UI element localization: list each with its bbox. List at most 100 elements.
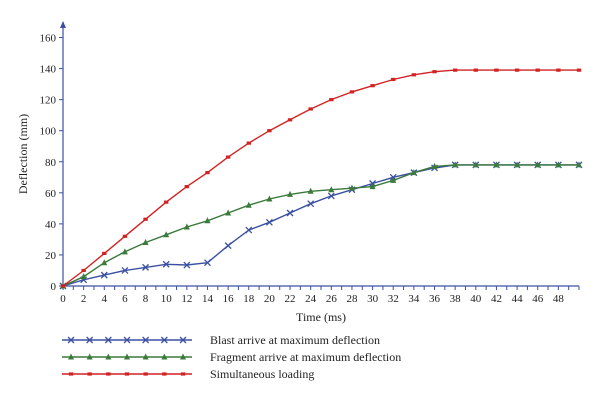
legend-marker: [68, 372, 74, 376]
x-tick-label: 30: [367, 293, 379, 305]
legend-marker: [87, 372, 92, 376]
legend-label: Simultaneous loading: [210, 367, 314, 381]
data-point: [349, 90, 355, 94]
series-1: [60, 161, 582, 289]
data-point: [162, 260, 170, 268]
legend: Blast arrive at maximum deflection Fragme…: [62, 333, 401, 381]
x-tick-label: 46: [532, 293, 544, 305]
x-tick-label: 40: [470, 293, 482, 305]
data-point: [328, 186, 335, 193]
y-tick-label: 140: [40, 64, 57, 76]
data-point: [411, 73, 417, 77]
y-tick-label: 40: [45, 219, 57, 231]
series-line: [62, 69, 579, 287]
data-point: [204, 217, 211, 224]
x-tick-label: 42: [491, 293, 502, 305]
x-tick-label: 0: [60, 293, 66, 305]
data-point: [142, 239, 149, 246]
legend-marker: [105, 353, 112, 360]
data-point: [576, 161, 582, 168]
data-point: [348, 184, 355, 191]
data-point: [329, 98, 334, 102]
data-point: [494, 68, 499, 72]
data-point: [81, 268, 86, 273]
x-tick-label: 12: [181, 293, 192, 305]
data-point: [80, 273, 87, 280]
data-point: [245, 201, 252, 208]
data-point: [493, 161, 500, 168]
x-tick-label: 36: [429, 293, 441, 305]
y-tick-label: 0: [51, 281, 57, 293]
data-point: [514, 161, 521, 168]
y-axis-arrow-icon: [60, 21, 66, 28]
x-tick-label: 10: [161, 293, 173, 305]
x-tick-label: 8: [143, 293, 149, 305]
legend-marker: [67, 336, 75, 344]
data-point: [307, 200, 315, 208]
series-line: [62, 164, 579, 287]
data-point: [576, 68, 582, 72]
data-point: [432, 70, 437, 74]
data-point: [534, 161, 541, 168]
data-point: [452, 161, 459, 168]
legend-marker: [106, 372, 111, 376]
x-tick-label: 24: [305, 293, 317, 305]
data-point: [225, 155, 231, 159]
data-point: [267, 129, 272, 133]
data-point: [183, 223, 190, 230]
series-layer: [59, 68, 583, 290]
legend-marker: [68, 353, 74, 360]
x-tick-label: 22: [285, 293, 296, 305]
data-point: [101, 259, 108, 266]
data-point: [514, 68, 520, 72]
legend-label: Fragment arrive at maximum deflection: [210, 350, 401, 364]
data-point: [410, 169, 417, 176]
legend-marker: [180, 372, 186, 376]
legend-label: Blast arrive at maximum deflection: [210, 333, 380, 347]
legend-marker: [161, 353, 168, 360]
data-point: [327, 192, 335, 200]
data-point: [121, 248, 128, 255]
y-axis-title: Deflection (mm): [16, 114, 30, 194]
data-point: [452, 68, 458, 72]
x-tick-label: 38: [450, 293, 462, 305]
x-tick-label: 6: [122, 293, 128, 305]
legend-marker: [104, 336, 112, 344]
data-point: [121, 267, 129, 274]
data-point: [535, 68, 540, 72]
data-point: [472, 161, 479, 168]
data-point: [143, 217, 148, 221]
legend-marker: [124, 372, 130, 376]
data-point: [555, 161, 562, 168]
legend-marker: [142, 336, 150, 344]
legend-marker: [123, 336, 131, 344]
data-point: [246, 141, 251, 145]
x-tick-label: 26: [326, 293, 338, 305]
legend-marker: [124, 353, 130, 360]
data-point: [204, 259, 211, 267]
y-tick-label: 80: [45, 157, 57, 169]
y-tick-label: 160: [40, 33, 57, 45]
data-point: [164, 200, 169, 204]
data-point: [287, 190, 294, 197]
data-point: [473, 68, 478, 72]
legend-marker: [162, 372, 167, 376]
legend-marker: [142, 353, 149, 360]
x-tick-label: 14: [202, 293, 214, 305]
data-point: [556, 68, 561, 72]
series-line: [62, 164, 579, 287]
legend-marker: [86, 353, 93, 360]
data-point: [122, 234, 128, 238]
data-point: [225, 209, 232, 216]
y-tick-label: 100: [40, 126, 57, 138]
x-tick-label: 2: [81, 293, 87, 305]
x-tick-label: 20: [264, 293, 276, 305]
data-point: [60, 284, 66, 288]
x-tick-label: 28: [346, 293, 358, 305]
x-tick-label: 34: [408, 293, 420, 305]
data-point: [307, 187, 314, 194]
data-point: [287, 118, 293, 122]
data-point: [286, 209, 294, 217]
